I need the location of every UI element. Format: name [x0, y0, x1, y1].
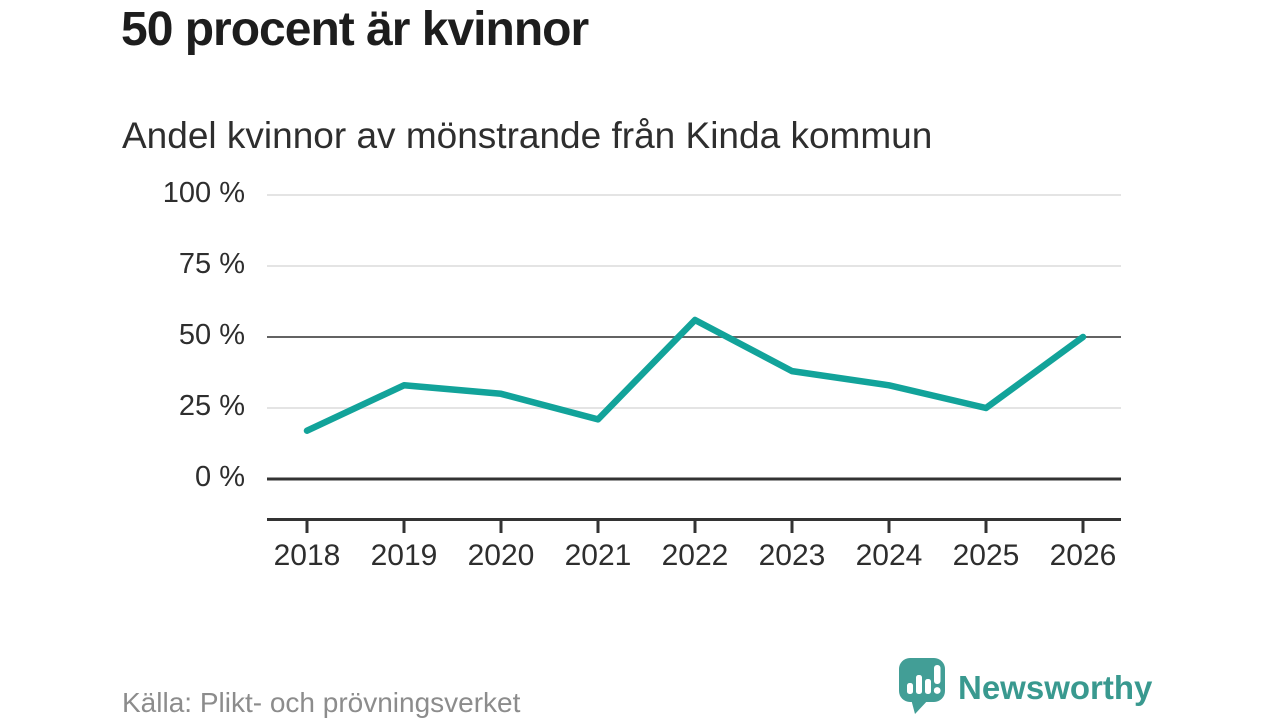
gridlines — [267, 194, 1121, 481]
newsworthy-logo-text: Newsworthy — [958, 668, 1153, 706]
series-line — [303, 316, 1087, 434]
chart-title: 50 procent är kvinnor — [121, 3, 589, 56]
y-axis-label: 0 % — [195, 461, 245, 493]
x-axis-label: 2025 — [952, 539, 1020, 572]
newsworthy-logo: Newsworthy — [899, 658, 1152, 716]
x-axis-label: 2026 — [1049, 539, 1117, 572]
y-axis-label: 50 % — [178, 319, 245, 351]
newsworthy-logo-icon — [899, 658, 945, 714]
x-axis-label: 2022 — [661, 539, 729, 572]
y-axis-label: 25 % — [178, 390, 245, 422]
x-axis-label: 2021 — [564, 539, 632, 572]
x-axis-label: 2018 — [273, 539, 341, 572]
y-axis-label: 75 % — [178, 248, 245, 280]
x-axis-label: 2020 — [467, 539, 535, 572]
chart-subtitle: Andel kvinnor av mönstrande från Kinda k… — [122, 115, 933, 156]
x-axis-label: 2019 — [370, 539, 438, 572]
x-axis-label: 2023 — [758, 539, 826, 572]
source-note: Källa: Plikt- och prövningsverket — [122, 687, 521, 718]
x-axis-label: 2024 — [855, 539, 923, 572]
y-axis-label: 100 % — [162, 177, 245, 209]
x-axis — [267, 518, 1121, 533]
